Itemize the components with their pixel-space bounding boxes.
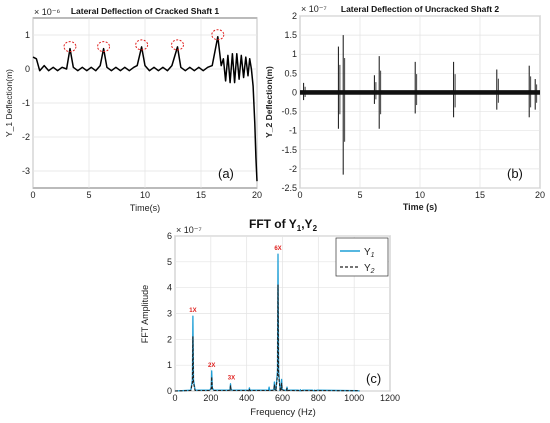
peak-label: 2X (208, 363, 215, 369)
chart-c-ytick-label: 4 (167, 283, 172, 293)
peak-label: 3X (228, 375, 235, 381)
peak-circle (211, 29, 225, 41)
chart-a-ytick-label: -1 (22, 98, 30, 108)
chart-b-ytick-label: 0.5 (284, 68, 297, 78)
panel-a-label: (a) (218, 166, 234, 181)
chart-b-ylabel: Y_2 Deflection(m) (264, 66, 274, 138)
chart-a-ylabel: Y_1 Deflection(m) (4, 69, 14, 137)
series-c-y2-line (174, 284, 360, 392)
peak-circles-a (63, 29, 225, 53)
peak-circle (170, 39, 184, 51)
chart-b-xtick-label: 20 (535, 190, 545, 200)
panel-b: 0 5 10 15 20 2 1.5 1 0.5 0 -0.5 -1 -1.5 -2 -2.5 Latera… (264, 4, 545, 212)
chart-c-ylabel: FFT Amplitude (140, 285, 150, 343)
chart-c-xtick-label: 400 (239, 393, 254, 403)
chart-c-ytick-label: 6 (167, 231, 172, 241)
chart-c-xtick-label: 800 (311, 393, 326, 403)
legend-c: Y1 Y2 (335, 237, 389, 277)
panel-b-label: (b) (507, 166, 523, 181)
chart-b-xlabel: Time (s) (403, 202, 437, 212)
chart-c-ytick-label: 1 (167, 360, 172, 370)
chart-c-xtick-label: 1000 (344, 393, 364, 403)
chart-a-ytick-label: -2 (22, 132, 30, 142)
chart-b-ytick-label: 1 (292, 49, 297, 59)
peak-circle (63, 41, 77, 53)
chart-b-xtick-label: 0 (297, 190, 302, 200)
chart-a-title: Lateral Deflection of Cracked Shaft 1 (71, 6, 220, 16)
chart-b-ytick-label: -1 (289, 126, 297, 136)
chart-a-xlabel: Time(s) (130, 203, 160, 213)
chart-c-xlabel: Frequency (Hz) (250, 407, 315, 418)
legend-y1-label: Y1 (364, 247, 375, 259)
legend-box (335, 237, 389, 277)
series-b-band (300, 90, 540, 95)
chart-a-xtick-label: 5 (86, 190, 91, 200)
panel-c-label: (c) (366, 371, 381, 386)
chart-c-ytick-label: 5 (167, 257, 172, 267)
chart-c-xtick-label: 200 (203, 393, 218, 403)
chart-c-xtick-label: 600 (275, 393, 290, 403)
chart-a-ytick-label: 0 (25, 64, 30, 74)
peak-label: 1X (189, 308, 196, 314)
grid-a (32, 18, 258, 188)
chart-a-ytick-label: 1 (25, 30, 30, 40)
chart-b-xtick-label: 15 (475, 190, 485, 200)
legend-y2-label: Y2 (364, 263, 375, 275)
grid-c (174, 235, 391, 392)
chart-b-ytick-label: -1.5 (281, 145, 297, 155)
chart-a-xtick-label: 0 (30, 190, 35, 200)
chart-c-ytick-label: 2 (167, 334, 172, 344)
chart-a-xtick-label: 15 (196, 190, 206, 200)
chart-b-exponent: × 10⁻⁷ (301, 4, 327, 14)
chart-a-xtick-label: 20 (252, 190, 262, 200)
chart-a-xtick-label: 10 (140, 190, 150, 200)
chart-c-exponent: × 10⁻⁷ (176, 225, 202, 235)
chart-b-xtick-label: 10 (415, 190, 425, 200)
peak-label: 6X (274, 246, 281, 252)
chart-b-ytick-label: -0.5 (281, 107, 297, 117)
peak-labels-c: 1X 2X 3X 6X (189, 246, 281, 381)
peak-circle (135, 39, 149, 51)
peak-circle (97, 41, 111, 53)
series-b (300, 35, 540, 175)
ticks-b: 0 5 10 15 20 2 1.5 1 0.5 0 -0.5 -1 -1.5 -2 -2.5 (281, 11, 545, 200)
chart-b-ytick-label: 1.5 (284, 30, 297, 40)
chart-b-ytick-label: 2 (292, 11, 297, 21)
ticks-c: 0 200 400 600 800 1000 1200 6 5 4 3 2 1 0 (167, 231, 400, 403)
chart-b-title: Lateral Deflection of Uncracked Shaft 2 (341, 4, 500, 14)
chart-c-ytick-label: 3 (167, 309, 172, 319)
chart-b-ytick-label: -2 (289, 164, 297, 174)
chart-c-xtick-label: 1200 (380, 393, 400, 403)
chart-b-ytick-label: -2.5 (281, 183, 297, 193)
series-c (174, 253, 360, 392)
chart-b-xtick-label: 5 (357, 190, 362, 200)
chart-c-title: FFT of Y1,Y2 (249, 217, 318, 233)
panel-c: 0 200 400 600 800 1000 1200 6 5 4 3 2 1 0 1X 2X 3X 6X FF… (140, 217, 400, 418)
chart-a-exponent: × 10⁻⁶ (34, 7, 61, 17)
series-a-line (32, 35, 258, 182)
chart-c-ytick-label: 0 (167, 386, 172, 396)
chart-c-xtick-label: 0 (172, 393, 177, 403)
chart-b-ytick-label: 0 (292, 87, 297, 97)
chart-a-ytick-label: -3 (22, 166, 30, 176)
